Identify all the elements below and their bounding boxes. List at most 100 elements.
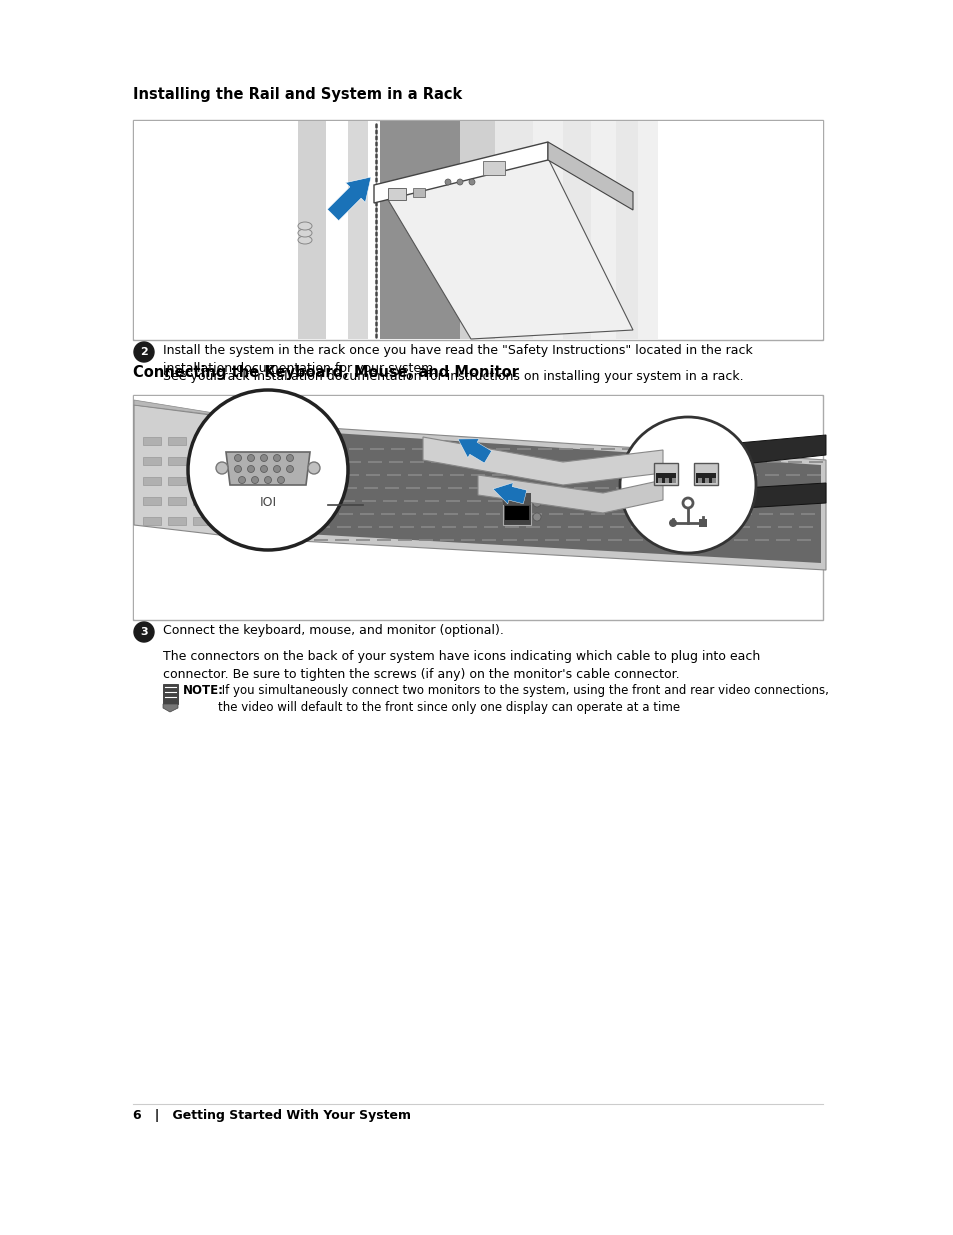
- Bar: [143, 437, 161, 445]
- Text: See your rack installation documentation for instructions on installing your sys: See your rack installation documentation…: [163, 370, 742, 383]
- Bar: [163, 684, 178, 704]
- Circle shape: [247, 454, 254, 462]
- Bar: [243, 517, 261, 525]
- Polygon shape: [163, 704, 178, 713]
- Circle shape: [619, 417, 755, 553]
- Bar: [704, 478, 708, 483]
- Bar: [502, 490, 531, 525]
- Text: The connectors on the back of your system have icons indicating which cable to p: The connectors on the back of your syste…: [163, 650, 760, 680]
- Bar: [218, 517, 235, 525]
- Bar: [658, 478, 661, 483]
- Text: 2: 2: [140, 347, 148, 357]
- Bar: [193, 517, 211, 525]
- Bar: [693, 463, 718, 485]
- Text: NOTE:: NOTE:: [183, 684, 224, 697]
- Circle shape: [668, 519, 677, 527]
- Ellipse shape: [297, 228, 312, 237]
- Bar: [243, 477, 261, 485]
- Polygon shape: [281, 425, 825, 571]
- Bar: [168, 477, 186, 485]
- Bar: [495, 121, 822, 338]
- Polygon shape: [288, 430, 821, 563]
- Bar: [664, 478, 668, 483]
- Circle shape: [234, 454, 241, 462]
- Bar: [638, 121, 658, 338]
- FancyArrow shape: [457, 438, 491, 463]
- Bar: [193, 496, 211, 505]
- Bar: [388, 188, 406, 200]
- Circle shape: [286, 466, 294, 473]
- Text: Installing the Rail and System in a Rack: Installing the Rail and System in a Rack: [132, 86, 462, 103]
- Bar: [671, 478, 676, 483]
- Circle shape: [188, 390, 348, 550]
- Bar: [168, 517, 186, 525]
- Circle shape: [260, 454, 267, 462]
- Bar: [698, 478, 701, 483]
- Circle shape: [533, 499, 540, 508]
- Bar: [132, 120, 822, 340]
- Bar: [133, 121, 298, 338]
- Polygon shape: [226, 452, 310, 485]
- Polygon shape: [380, 148, 633, 338]
- FancyArrow shape: [493, 483, 526, 504]
- Text: 6   |   Getting Started With Your System: 6 | Getting Started With Your System: [132, 1109, 411, 1123]
- Bar: [533, 121, 562, 338]
- Ellipse shape: [297, 236, 312, 245]
- Circle shape: [308, 462, 319, 474]
- Bar: [379, 121, 459, 338]
- FancyArrow shape: [327, 177, 371, 221]
- Text: Install the system in the rack once you have read the "Safety Instructions" loca: Install the system in the rack once you …: [163, 345, 752, 375]
- Circle shape: [274, 454, 280, 462]
- Polygon shape: [477, 475, 662, 513]
- Bar: [218, 477, 235, 485]
- Bar: [243, 496, 261, 505]
- Bar: [193, 477, 211, 485]
- Text: Connect the keyboard, mouse, and monitor (optional).: Connect the keyboard, mouse, and monitor…: [163, 624, 503, 637]
- Bar: [504, 506, 529, 520]
- Bar: [297, 121, 326, 338]
- Bar: [654, 463, 678, 485]
- Polygon shape: [374, 142, 547, 203]
- Text: 3: 3: [140, 627, 148, 637]
- Bar: [218, 496, 235, 505]
- Circle shape: [682, 498, 692, 508]
- Bar: [243, 437, 261, 445]
- Circle shape: [133, 622, 153, 642]
- Bar: [218, 457, 235, 466]
- Bar: [699, 519, 706, 527]
- Bar: [133, 396, 821, 619]
- Bar: [218, 437, 235, 445]
- Circle shape: [247, 466, 254, 473]
- Bar: [616, 121, 638, 338]
- Polygon shape: [133, 405, 288, 543]
- Circle shape: [238, 477, 245, 483]
- Bar: [413, 188, 424, 198]
- Bar: [193, 437, 211, 445]
- Bar: [562, 121, 590, 338]
- Circle shape: [444, 179, 451, 185]
- Text: IOI: IOI: [259, 495, 276, 509]
- Circle shape: [274, 466, 280, 473]
- Circle shape: [133, 342, 153, 362]
- Bar: [502, 493, 531, 505]
- Bar: [459, 121, 495, 338]
- Bar: [711, 478, 716, 483]
- Bar: [143, 496, 161, 505]
- Bar: [590, 121, 616, 338]
- Bar: [193, 457, 211, 466]
- Bar: [696, 473, 716, 483]
- Bar: [243, 457, 261, 466]
- Circle shape: [286, 454, 294, 462]
- Circle shape: [252, 477, 258, 483]
- Bar: [143, 517, 161, 525]
- Circle shape: [260, 466, 267, 473]
- Circle shape: [264, 477, 272, 483]
- Ellipse shape: [297, 222, 312, 230]
- Polygon shape: [422, 437, 662, 485]
- Bar: [168, 457, 186, 466]
- Circle shape: [469, 179, 475, 185]
- Bar: [482, 161, 504, 175]
- Text: Connecting the Keyboard, Mouse, and Monitor: Connecting the Keyboard, Mouse, and Moni…: [132, 366, 518, 380]
- Circle shape: [533, 513, 540, 521]
- Bar: [168, 496, 186, 505]
